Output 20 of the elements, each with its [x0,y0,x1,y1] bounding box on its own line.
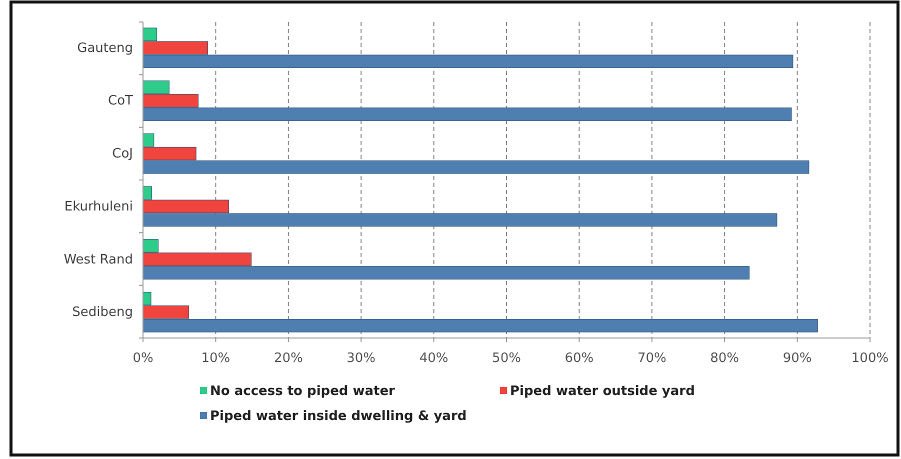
x-tick-label: 60% [564,351,594,366]
y-tick-label: CoT [108,94,134,109]
x-tick-label: 50% [492,351,521,366]
x-tick-label: 10% [201,351,230,366]
legend-label: Piped water inside dwelling & yard [210,409,467,424]
legend-label: No access to piped water [210,384,396,399]
x-tick-label: 90% [782,351,812,366]
x-tick-label: 40% [419,351,448,366]
y-tick-label: West Rand [64,252,133,268]
y-tick-label: Gauteng [77,40,133,56]
x-tick-label: 20% [274,351,303,366]
x-tick-label: 100% [851,351,889,366]
y-tick-label: CoJ [112,146,133,162]
y-tick-label: Ekurhuleni [64,199,133,214]
x-tick-label: 30% [346,351,376,366]
x-tick-label: 70% [637,351,666,366]
legend-label: Piped water outside yard [510,384,695,399]
x-tick-label: 0% [132,351,154,366]
y-tick-label: Sedibeng [72,305,133,320]
x-tick-label: 80% [710,351,740,366]
